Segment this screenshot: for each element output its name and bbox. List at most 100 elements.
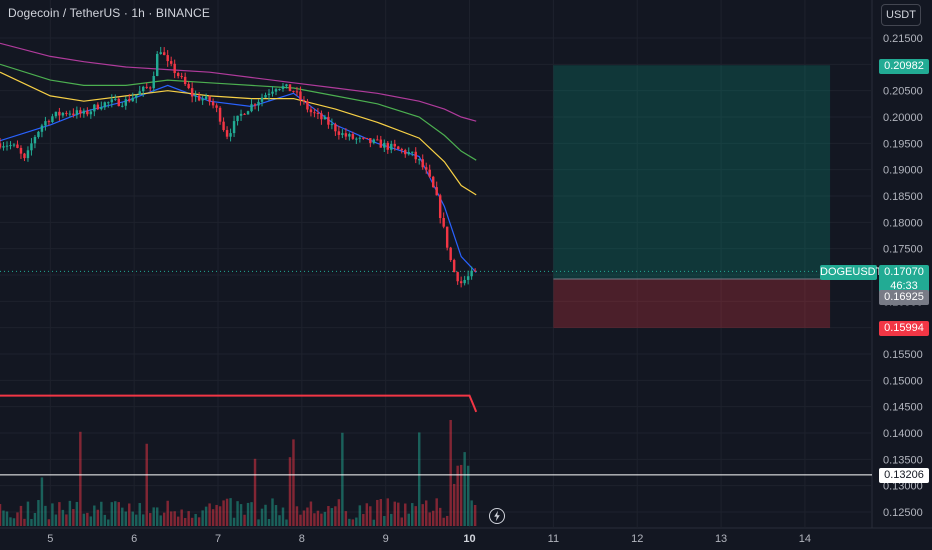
candle-body	[449, 247, 452, 261]
volume-bar	[323, 511, 327, 526]
candle-body	[285, 84, 288, 87]
volume-bar	[309, 501, 313, 526]
y-tick-label: 0.19500	[883, 138, 923, 150]
candle	[386, 140, 390, 154]
volume-bar	[302, 510, 306, 526]
volume-bar	[313, 513, 316, 526]
volume-bar	[355, 517, 358, 526]
candle-body	[107, 102, 110, 104]
volume-bar	[201, 510, 204, 526]
candle-body	[173, 63, 176, 74]
y-tick-label: 0.20500	[883, 86, 923, 98]
candle	[428, 164, 431, 178]
moving-average-line	[0, 63, 477, 161]
volume-bar	[100, 501, 103, 526]
volume-bar	[169, 511, 173, 526]
candle-body	[344, 133, 348, 137]
candle-body	[37, 131, 40, 137]
volume-bar	[341, 432, 344, 526]
y-tick-label: 0.21500	[883, 33, 923, 45]
candle	[383, 139, 386, 153]
candle	[400, 147, 403, 154]
time-axis[interactable]: 5 6 7 8 9 10 11 12 13 14	[47, 533, 811, 545]
y-tick-label: 0.20000	[883, 112, 923, 124]
volume-bar	[428, 512, 431, 526]
candle-body	[271, 91, 274, 94]
volume-bar	[445, 515, 449, 526]
candle	[173, 59, 176, 79]
candle	[390, 140, 393, 154]
candle-body	[358, 137, 362, 139]
candle-body	[65, 112, 68, 114]
candle	[9, 141, 12, 150]
volume-bar	[33, 512, 37, 526]
candle	[65, 110, 68, 117]
candle	[169, 56, 173, 67]
y-tick-label: 0.18500	[883, 191, 923, 203]
candle-body	[243, 113, 246, 115]
candle	[379, 135, 383, 148]
volume-bar	[260, 508, 264, 526]
candle-body	[44, 121, 47, 126]
stop-price-badge: 0.15994	[879, 321, 929, 336]
candle-body	[323, 116, 327, 120]
volume-bar	[421, 504, 424, 526]
candle-body	[23, 153, 26, 159]
candle-body	[201, 99, 204, 101]
indicator-line	[0, 394, 478, 413]
candle-body	[442, 217, 445, 227]
volume-bar	[281, 507, 285, 526]
candle-body	[376, 139, 379, 141]
currency-button[interactable]: USDT	[881, 4, 921, 26]
volume-bar	[145, 443, 148, 526]
volume-bar	[155, 507, 159, 526]
candle-body	[362, 137, 365, 139]
candle	[302, 96, 306, 105]
candle-body	[33, 136, 37, 144]
volume-bar	[243, 514, 246, 526]
candle-body	[47, 121, 51, 123]
candle-body	[26, 150, 30, 159]
candle-body	[218, 107, 222, 122]
candle	[37, 130, 40, 139]
candle-body	[320, 113, 323, 120]
candle	[393, 139, 396, 151]
volume-bar	[407, 513, 410, 526]
candle	[459, 276, 463, 288]
volume-bar	[149, 513, 152, 526]
position-tool[interactable]	[553, 65, 831, 328]
volume-bar	[362, 514, 365, 526]
volume-bar	[166, 500, 169, 526]
candle	[190, 82, 194, 103]
candle-body	[463, 279, 466, 284]
candle-body	[100, 107, 103, 110]
candle-body	[390, 143, 393, 150]
volume-bar	[320, 513, 323, 526]
candle-body	[58, 111, 61, 116]
candle	[176, 71, 180, 79]
volume-bar	[295, 506, 299, 526]
candle-body	[456, 272, 459, 282]
candle	[211, 98, 215, 109]
candle-body	[75, 110, 79, 115]
candle	[5, 141, 9, 151]
y-tick-label: 0.18000	[883, 217, 923, 229]
y-tick-label: 0.13000	[883, 481, 923, 493]
volume-bar	[288, 457, 292, 526]
candle-body	[211, 101, 215, 106]
volume-bar	[51, 503, 54, 526]
candle-body	[246, 111, 250, 115]
volume-bar	[264, 504, 267, 526]
candle-body	[2, 146, 5, 148]
candle-body	[187, 84, 190, 89]
candle-body	[400, 149, 403, 151]
candle-body	[16, 144, 19, 148]
y-tick-label: 0.15000	[883, 375, 923, 387]
volume-bar	[107, 519, 110, 526]
volume-bar	[96, 509, 100, 526]
flash-icon[interactable]	[488, 507, 506, 525]
candle	[194, 90, 197, 102]
candle	[320, 110, 323, 125]
